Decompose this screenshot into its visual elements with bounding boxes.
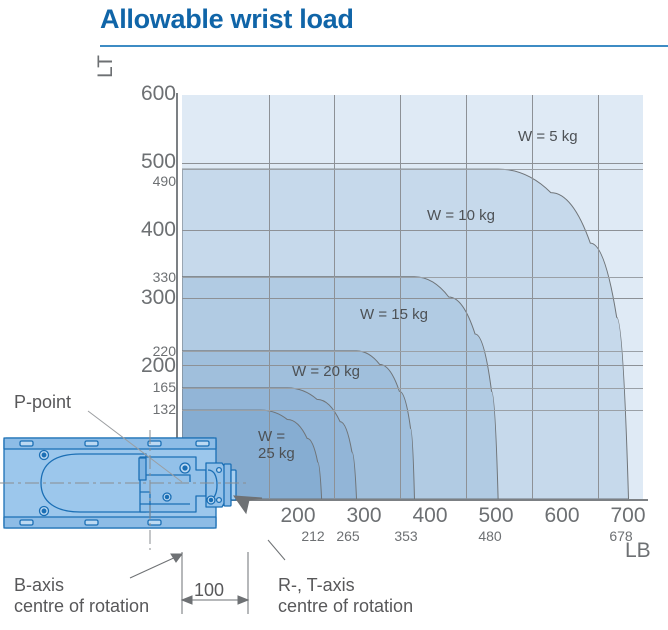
x-axis-title: LB xyxy=(625,539,651,562)
x-tick-678: 678 xyxy=(609,528,633,544)
x-tick-700: 700 xyxy=(610,504,646,527)
y-tick-330: 330 xyxy=(152,269,176,285)
b-axis-label: B-axis centre of rotation xyxy=(14,575,150,616)
x-axis-line xyxy=(176,499,648,501)
page-header: Allowable wrist load xyxy=(78,0,668,50)
x-tick-265: 265 xyxy=(336,528,360,544)
curve-label-10kg: W = 10 kg xyxy=(427,207,495,224)
y-tick-490: 490 xyxy=(152,173,176,189)
x-tick-212: 212 xyxy=(301,528,325,544)
y-tick-500: 500 xyxy=(140,150,176,173)
robot-wrist-drawing xyxy=(0,430,250,550)
x-tick-500: 500 xyxy=(478,504,514,527)
plot-background xyxy=(182,95,643,499)
x-tick-300: 300 xyxy=(346,504,382,527)
p-point-label: P-point xyxy=(14,392,72,412)
curve-label-20kg: W = 20 kg xyxy=(292,363,360,380)
x-tick-480: 480 xyxy=(478,528,502,544)
y-tick-300: 300 xyxy=(140,286,176,309)
x-tick-353: 353 xyxy=(394,528,418,544)
y-axis-line xyxy=(176,93,178,501)
rt-axis-label: R-, T-axis centre of rotation xyxy=(278,575,414,616)
y-tick-220: 220 xyxy=(152,343,176,359)
curve-label-5kg: W = 5 kg xyxy=(518,128,578,145)
y-axis-labels: 600 500 490 400 330 300 220 200 165 132 xyxy=(92,0,176,625)
load-regions xyxy=(182,95,643,499)
y-tick-600: 600 xyxy=(140,82,176,105)
x-tick-200: 200 xyxy=(280,504,316,527)
y-tick-400: 400 xyxy=(140,218,176,241)
load-region-10kg xyxy=(182,276,499,499)
curve-label-25kg: W = 25 kg xyxy=(258,428,295,462)
x-tick-400: 400 xyxy=(412,504,448,527)
dimension-100-label: 100 xyxy=(194,580,225,600)
y-tick-200: 200 xyxy=(140,354,176,377)
x-tick-600: 600 xyxy=(544,504,580,527)
page-title: Allowable wrist load xyxy=(100,4,354,34)
title-underline xyxy=(100,45,668,47)
curve-label-15kg: W = 15 kg xyxy=(360,306,428,323)
y-tick-165: 165 xyxy=(152,379,176,395)
